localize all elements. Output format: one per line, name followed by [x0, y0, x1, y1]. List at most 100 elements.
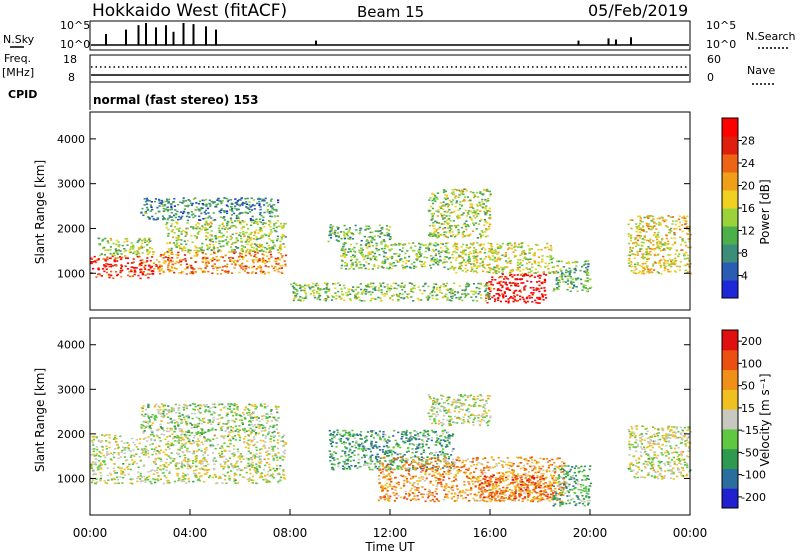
velocity-cell [140, 413, 144, 416]
velocity-cell [186, 404, 189, 407]
velocity-cell [201, 468, 204, 470]
power-cell [398, 242, 401, 245]
power-cell [472, 299, 475, 302]
power-cell [120, 264, 123, 266]
velocity-cell [90, 464, 93, 467]
power-cell [655, 236, 658, 238]
power-cell [519, 261, 522, 264]
velocity-cell [170, 442, 173, 444]
power-cell [376, 249, 379, 252]
power-cell [551, 271, 554, 273]
velocity-cell [177, 422, 180, 424]
power-cell [249, 218, 252, 220]
velocity-cell [118, 467, 121, 469]
power-cell [222, 266, 225, 268]
power-cell [164, 200, 167, 203]
power-cell [527, 244, 530, 247]
power-cell [490, 249, 493, 251]
velocity-cell [247, 480, 250, 482]
power-cell [427, 297, 430, 300]
power-cell [229, 199, 233, 201]
power-cell [345, 233, 349, 236]
power-cell [426, 299, 429, 302]
velocity-cell [151, 413, 154, 416]
power-cell [507, 248, 510, 251]
power-cell [162, 257, 165, 259]
power-cell [216, 267, 219, 269]
power-cell [435, 286, 439, 289]
power-cell [684, 241, 687, 244]
velocity-cell [232, 445, 236, 447]
power-cell [349, 299, 352, 302]
power-cell [120, 256, 124, 259]
power-cell [434, 235, 437, 237]
power-cell [474, 216, 477, 219]
power-cell [461, 231, 464, 234]
power-cell [431, 207, 435, 210]
power-cell [414, 245, 417, 247]
power-cell [336, 232, 339, 234]
power-cell [383, 234, 386, 237]
power-cell [646, 260, 649, 263]
velocity-cell [162, 413, 165, 415]
power-cell [217, 197, 220, 200]
power-cell [444, 250, 447, 253]
velocity-cell [227, 466, 230, 469]
power-cell [342, 254, 346, 256]
power-cell [439, 291, 442, 294]
power-cell [386, 286, 389, 288]
velocity-cell [188, 465, 191, 467]
power-cell [239, 237, 243, 240]
velocity-cell [273, 430, 276, 433]
power-cell [296, 290, 299, 292]
velocity-cell [168, 435, 172, 437]
power-cell [507, 257, 510, 260]
power-cell [384, 261, 387, 263]
velocity-cell [142, 405, 145, 407]
velocity-cell [227, 407, 230, 410]
power-cell [347, 251, 350, 253]
power-cell [334, 292, 337, 294]
power-cell [540, 287, 543, 289]
velocity-cell [248, 478, 251, 480]
power-cell [541, 282, 544, 285]
power-cell [343, 232, 346, 234]
power-cell [319, 288, 322, 290]
power-cell [171, 260, 174, 263]
velocity-cell [113, 482, 117, 485]
power-cell [224, 254, 227, 257]
power-cell [461, 257, 464, 259]
power-cell [172, 214, 176, 217]
velocity-cell [168, 481, 171, 484]
velocity-cell [228, 479, 231, 482]
power-cell [586, 274, 589, 276]
velocity-cell [195, 459, 198, 462]
velocity-cell [233, 403, 236, 405]
velocity-cell [275, 428, 279, 430]
velocity-cell [259, 403, 262, 406]
power-cell [204, 259, 207, 261]
power-cell [629, 254, 632, 257]
power-cell [447, 251, 450, 254]
power-cell [430, 219, 433, 221]
velocity-cell [233, 466, 236, 469]
power-cell [647, 252, 651, 255]
power-cell [443, 197, 446, 199]
power-cell [538, 290, 541, 293]
velocity-cell [209, 429, 212, 432]
velocity-cell [266, 450, 269, 452]
power-cell [432, 224, 435, 227]
velocity-cell [273, 418, 277, 420]
velocity-cell [113, 470, 116, 472]
power-cell [686, 254, 689, 257]
freq-panel [89, 54, 691, 83]
power-cell [445, 288, 448, 291]
power-cell [109, 265, 112, 268]
power-cell [337, 282, 340, 284]
power-cell [485, 296, 488, 299]
velocity-cell [183, 480, 186, 483]
velocity-cell [251, 482, 254, 484]
power-cell [242, 258, 245, 260]
power-cell [209, 221, 212, 224]
velocity-cell [218, 403, 221, 406]
